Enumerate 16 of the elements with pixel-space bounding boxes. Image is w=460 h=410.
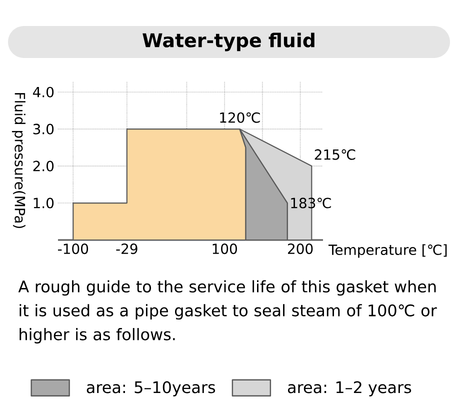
text: A rough guide to the service life of this gasket when it is used as a pipe gasket to seal steam of 100℃ or higher is as follows.	[18, 280, 437, 344]
y-axis-title: Fluid pressure(MPa)	[12, 93, 26, 228]
y-tick-label: 3.0	[33, 124, 54, 134]
x-tick-label: 100	[212, 244, 237, 254]
legend-label: area: 5–10years	[86, 381, 216, 396]
x-tick-label: 200	[288, 244, 313, 254]
annotation: 120℃	[220, 112, 260, 123]
y-tick-label: 2.0	[33, 160, 54, 172]
y-tick-label: 4.0	[32, 86, 54, 98]
x-axis-title: Temperature [℃]	[328, 244, 447, 258]
legend-label: area: 1–2 years	[288, 381, 412, 396]
x-tick-label: -100	[58, 244, 88, 254]
chart-title: Water-type fluid	[142, 32, 314, 52]
annotation: 215℃	[314, 149, 356, 160]
y-tick-label: 1.0	[34, 198, 54, 208]
x-tick-label: -29	[116, 244, 138, 254]
